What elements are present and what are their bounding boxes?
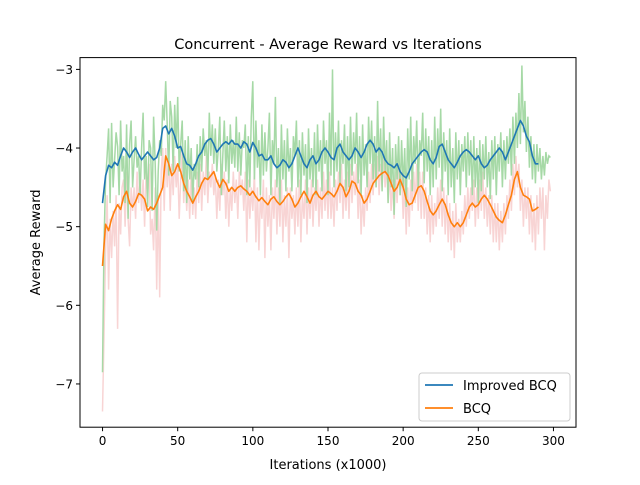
plot-area	[101, 65, 552, 412]
smoothed-series-lines	[101, 119, 539, 267]
x-tick-label: 100	[241, 434, 264, 448]
legend-box	[418, 372, 571, 422]
legend-label-bcq: BCQ	[463, 402, 491, 417]
legend-label-improved-bcq: Improved BCQ	[463, 379, 557, 394]
x-tick-label: 50	[170, 434, 185, 448]
y-tick-label: −3	[55, 63, 73, 77]
y-tick-label: −5	[55, 220, 73, 234]
raw-line-bcq	[101, 147, 552, 412]
raw-line-improved-bcq	[101, 65, 551, 373]
y-tick-label: −7	[55, 377, 73, 391]
raw-series-lines	[101, 65, 552, 412]
x-axis-label: Iterations (x1000)	[270, 458, 387, 473]
y-axis-ticks: −7 −6 −5 −4 −3	[55, 63, 80, 391]
x-tick-label: 200	[392, 434, 415, 448]
y-tick-label: −4	[55, 142, 73, 156]
y-axis-label: Average Reward	[29, 189, 44, 295]
x-tick-label: 300	[542, 434, 565, 448]
x-tick-label: 250	[467, 434, 490, 448]
x-tick-label: 150	[317, 434, 340, 448]
x-axis-ticks: 0 50 100 150 200 250 300	[99, 427, 565, 448]
series-line-improved-bcq	[101, 119, 539, 204]
chart-title: Concurrent - Average Reward vs Iteration…	[174, 37, 482, 53]
legend: Improved BCQ BCQ	[418, 372, 571, 422]
series-line-bcq	[101, 155, 539, 267]
x-tick-label: 0	[99, 434, 107, 448]
y-tick-label: −6	[55, 299, 73, 313]
